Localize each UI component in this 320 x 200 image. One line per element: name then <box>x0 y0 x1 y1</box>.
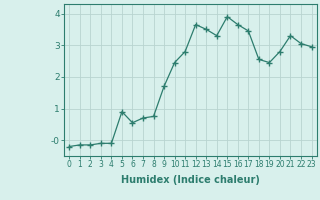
X-axis label: Humidex (Indice chaleur): Humidex (Indice chaleur) <box>121 175 260 185</box>
